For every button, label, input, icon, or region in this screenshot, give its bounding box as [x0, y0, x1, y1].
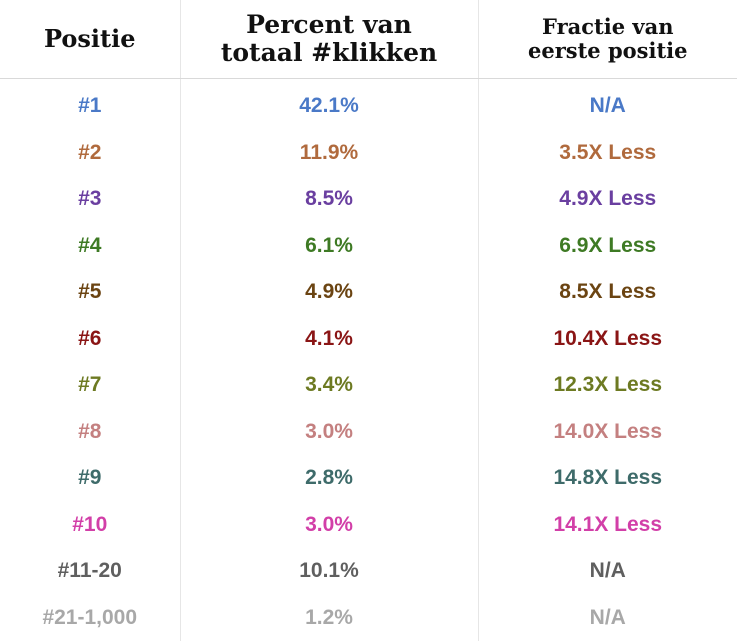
header-row: Positie Percent van totaal #klikken Frac… — [0, 0, 737, 79]
table-row: #21-1,000 1.2% N/A — [0, 594, 737, 641]
header-percent: Percent van totaal #klikken — [179, 0, 479, 79]
cell-percent: 11.9% — [179, 129, 479, 176]
table-row: #1 42.1% N/A — [0, 78, 737, 130]
cell-percent: 3.0% — [179, 501, 479, 548]
cell-position: #8 — [0, 408, 181, 455]
cell-fraction: 4.9X Less — [477, 176, 737, 223]
cell-percent: 3.0% — [179, 408, 479, 455]
cell-position: #7 — [0, 362, 181, 409]
cell-percent: 6.1% — [179, 222, 479, 269]
header-fractie-line2: eerste positie — [527, 38, 688, 63]
header-fractie-line1: Fractie van — [542, 14, 674, 40]
cell-position: #10 — [0, 501, 181, 548]
table-row: #2 11.9% 3.5X Less — [0, 129, 737, 176]
cell-fraction: 6.9X Less — [477, 222, 737, 269]
header-positie-label: Positie — [43, 23, 136, 53]
cell-fraction: 10.4X Less — [477, 315, 737, 362]
header-positie: Positie — [0, 0, 181, 79]
cell-position: #3 — [0, 176, 181, 223]
table-row: #4 6.1% 6.9X Less — [0, 222, 737, 269]
cell-percent: 4.1% — [179, 315, 479, 362]
table-row: #11-20 10.1% N/A — [0, 548, 737, 595]
cell-position: #1 — [0, 78, 181, 130]
cell-position: #6 — [0, 315, 181, 362]
cell-fraction: 3.5X Less — [477, 129, 737, 176]
cell-position: #21-1,000 — [0, 594, 181, 641]
header-fractie: Fractie van eerste positie — [477, 0, 737, 79]
cell-percent: 42.1% — [179, 78, 479, 130]
cell-fraction: 14.0X Less — [477, 408, 737, 455]
cell-fraction: 8.5X Less — [477, 269, 737, 316]
table-row: #7 3.4% 12.3X Less — [0, 362, 737, 409]
table-row: #8 3.0% 14.0X Less — [0, 408, 737, 455]
cell-fraction: N/A — [477, 78, 737, 130]
header-percent-line1: Percent van — [246, 10, 412, 39]
cell-fraction: 12.3X Less — [477, 362, 737, 409]
cell-percent: 10.1% — [179, 548, 479, 595]
cell-fraction: N/A — [477, 548, 737, 595]
table-row: #6 4.1% 10.4X Less — [0, 315, 737, 362]
table-row: #10 3.0% 14.1X Less — [0, 501, 737, 548]
table-row: #9 2.8% 14.8X Less — [0, 455, 737, 502]
cell-position: #9 — [0, 455, 181, 502]
cell-fraction: 14.8X Less — [477, 455, 737, 502]
cell-position: #4 — [0, 222, 181, 269]
table-row: #5 4.9% 8.5X Less — [0, 269, 737, 316]
cell-percent: 2.8% — [179, 455, 479, 502]
cell-percent: 4.9% — [179, 269, 479, 316]
table-row: #3 8.5% 4.9X Less — [0, 176, 737, 223]
cell-position: #5 — [0, 269, 181, 316]
cell-fraction: N/A — [477, 594, 737, 641]
cell-percent: 3.4% — [179, 362, 479, 409]
cell-position: #2 — [0, 129, 181, 176]
cell-percent: 8.5% — [179, 176, 479, 223]
cell-percent: 1.2% — [179, 594, 479, 641]
cell-position: #11-20 — [0, 548, 181, 595]
table-header: Positie Percent van totaal #klikken Frac… — [0, 0, 737, 79]
cell-fraction: 14.1X Less — [477, 501, 737, 548]
header-percent-line2: totaal #klikken — [220, 38, 438, 67]
table-body: #1 42.1% N/A #2 11.9% 3.5X Less #3 8.5% 4.9X Les… — [0, 78, 737, 641]
